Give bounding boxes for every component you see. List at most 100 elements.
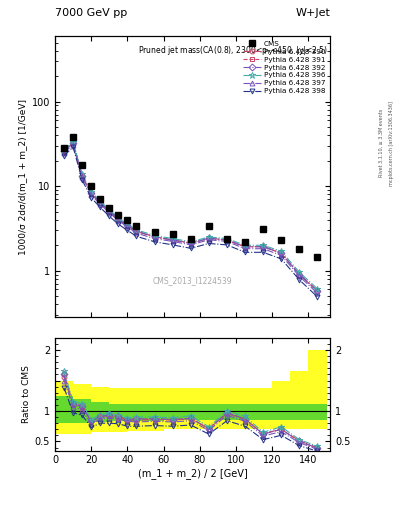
- Y-axis label: Ratio to CMS: Ratio to CMS: [22, 365, 31, 423]
- Pythia 6.428 390: [107, 208, 112, 215]
- Text: Pruned jet mass(CA(0.8), 2300<p$_T$<450, |y|<2.5): Pruned jet mass(CA(0.8), 2300<p$_T$<450,…: [138, 45, 327, 57]
- Line: Pythia 6.428 396: Pythia 6.428 396: [61, 138, 321, 292]
- Pythia 6.428 398: [225, 242, 230, 248]
- Pythia 6.428 397: [206, 237, 211, 243]
- Pythia 6.428 392: [98, 200, 103, 206]
- Pythia 6.428 391: [134, 228, 139, 234]
- Pythia 6.428 397: [107, 209, 112, 216]
- Pythia 6.428 391: [116, 216, 121, 222]
- Pythia 6.428 398: [188, 245, 193, 251]
- CMS: [297, 246, 302, 252]
- Pythia 6.428 396: [89, 188, 94, 195]
- Pythia 6.428 396: [206, 234, 211, 240]
- Text: W+Jet: W+Jet: [295, 8, 330, 18]
- Pythia 6.428 392: [279, 250, 284, 256]
- Pythia 6.428 391: [170, 237, 175, 243]
- Y-axis label: 1000/σ 2dσ/d(m_1 + m_2) [1/GeV]: 1000/σ 2dσ/d(m_1 + m_2) [1/GeV]: [18, 99, 28, 254]
- Pythia 6.428 396: [152, 232, 157, 239]
- Pythia 6.428 392: [89, 190, 94, 196]
- Pythia 6.428 392: [170, 237, 175, 243]
- CMS: [243, 239, 248, 245]
- Pythia 6.428 397: [315, 290, 320, 296]
- Pythia 6.428 391: [297, 271, 302, 278]
- CMS: [170, 231, 175, 237]
- Pythia 6.428 397: [80, 174, 84, 180]
- Pythia 6.428 396: [297, 269, 302, 275]
- Pythia 6.428 390: [80, 174, 84, 180]
- Pythia 6.428 397: [279, 252, 284, 259]
- Pythia 6.428 397: [261, 246, 266, 252]
- Pythia 6.428 396: [98, 198, 103, 204]
- X-axis label: (m_1 + m_2) / 2 [GeV]: (m_1 + m_2) / 2 [GeV]: [138, 468, 248, 479]
- Pythia 6.428 397: [225, 239, 230, 245]
- Line: Pythia 6.428 390: Pythia 6.428 390: [62, 141, 320, 293]
- Pythia 6.428 391: [89, 190, 94, 196]
- Pythia 6.428 396: [225, 236, 230, 242]
- Pythia 6.428 398: [62, 153, 66, 159]
- Legend: CMS, Pythia 6.428 390, Pythia 6.428 391, Pythia 6.428 392, Pythia 6.428 396, Pyt: CMS, Pythia 6.428 390, Pythia 6.428 391,…: [241, 39, 327, 96]
- Pythia 6.428 391: [125, 222, 130, 228]
- Pythia 6.428 398: [152, 239, 157, 245]
- Pythia 6.428 396: [188, 239, 193, 245]
- Pythia 6.428 390: [152, 234, 157, 240]
- Pythia 6.428 390: [297, 271, 302, 277]
- Pythia 6.428 392: [315, 288, 320, 294]
- Line: Pythia 6.428 392: Pythia 6.428 392: [62, 140, 320, 294]
- Pythia 6.428 392: [243, 244, 248, 250]
- CMS: [188, 236, 193, 242]
- Pythia 6.428 396: [134, 227, 139, 233]
- Pythia 6.428 392: [188, 240, 193, 246]
- Pythia 6.428 390: [62, 150, 66, 156]
- Pythia 6.428 396: [116, 215, 121, 221]
- Pythia 6.428 397: [98, 201, 103, 207]
- Pythia 6.428 391: [188, 240, 193, 246]
- Pythia 6.428 390: [170, 237, 175, 243]
- Pythia 6.428 390: [116, 217, 121, 223]
- Pythia 6.428 397: [89, 192, 94, 198]
- CMS: [315, 254, 320, 260]
- Pythia 6.428 396: [170, 236, 175, 242]
- Text: mcplots.cern.ch [arXiv:1306.3436]: mcplots.cern.ch [arXiv:1306.3436]: [389, 101, 393, 186]
- Pythia 6.428 390: [188, 241, 193, 247]
- Line: CMS: CMS: [61, 134, 320, 260]
- Pythia 6.428 397: [188, 242, 193, 248]
- CMS: [279, 237, 284, 243]
- CMS: [116, 212, 121, 219]
- Pythia 6.428 397: [152, 236, 157, 242]
- Text: 7000 GeV pp: 7000 GeV pp: [55, 8, 127, 18]
- Pythia 6.428 398: [116, 221, 121, 227]
- Pythia 6.428 390: [261, 243, 266, 249]
- Pythia 6.428 396: [71, 139, 75, 145]
- Pythia 6.428 398: [243, 249, 248, 255]
- Pythia 6.428 392: [261, 244, 266, 250]
- Pythia 6.428 391: [152, 233, 157, 240]
- CMS: [225, 236, 230, 242]
- Text: Rivet 3.1.10, ≥ 3.3M events: Rivet 3.1.10, ≥ 3.3M events: [379, 109, 384, 178]
- Pythia 6.428 390: [225, 237, 230, 243]
- CMS: [62, 145, 66, 152]
- Pythia 6.428 390: [71, 140, 75, 146]
- Pythia 6.428 398: [107, 213, 112, 219]
- Pythia 6.428 390: [89, 190, 94, 197]
- Pythia 6.428 398: [315, 294, 320, 300]
- CMS: [98, 196, 103, 202]
- Pythia 6.428 396: [315, 286, 320, 292]
- Pythia 6.428 390: [279, 250, 284, 257]
- Pythia 6.428 390: [206, 236, 211, 242]
- Pythia 6.428 392: [206, 235, 211, 241]
- Pythia 6.428 392: [80, 173, 84, 179]
- Pythia 6.428 398: [80, 177, 84, 183]
- Pythia 6.428 397: [116, 218, 121, 224]
- Pythia 6.428 392: [62, 148, 66, 154]
- Pythia 6.428 397: [125, 224, 130, 230]
- Pythia 6.428 397: [243, 246, 248, 252]
- Pythia 6.428 397: [71, 141, 75, 147]
- Pythia 6.428 397: [62, 150, 66, 156]
- CMS: [107, 205, 112, 211]
- Pythia 6.428 396: [125, 221, 130, 227]
- Pythia 6.428 392: [152, 233, 157, 240]
- Pythia 6.428 390: [315, 288, 320, 294]
- Pythia 6.428 392: [225, 237, 230, 243]
- Pythia 6.428 391: [107, 208, 112, 214]
- Pythia 6.428 398: [206, 241, 211, 247]
